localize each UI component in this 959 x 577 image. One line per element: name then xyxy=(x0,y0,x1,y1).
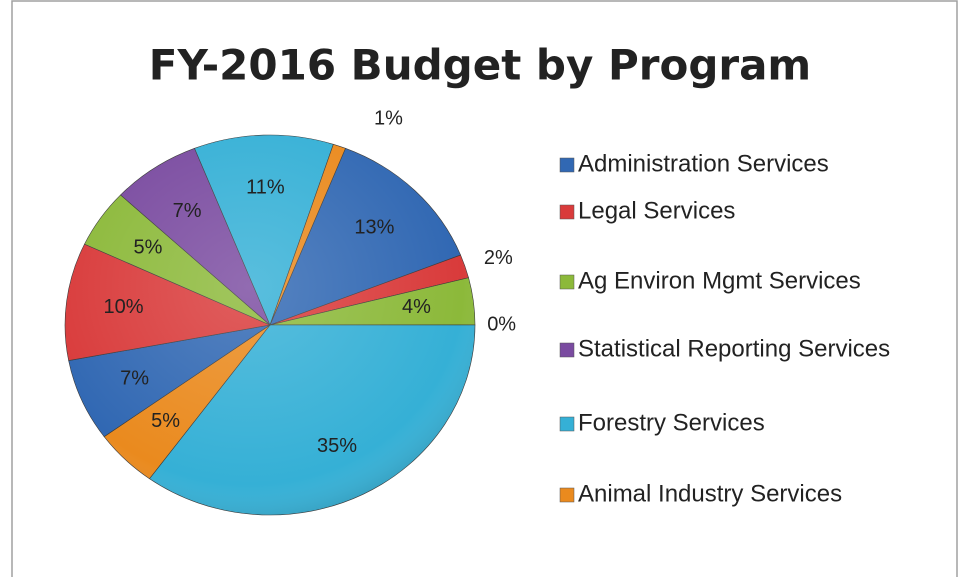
legend-swatch xyxy=(559,416,575,432)
legend-label: Animal Industry Services xyxy=(578,480,842,507)
value-label: 11% xyxy=(246,177,285,199)
value-label: 4% xyxy=(402,296,431,318)
legend-swatch xyxy=(559,274,575,290)
legend-label: Statistical Reporting Services xyxy=(578,335,890,362)
value-label: 1% xyxy=(374,107,403,129)
legend-swatch xyxy=(559,487,575,503)
legend-label: Ag Environ Mgmt Services xyxy=(578,267,861,294)
value-label: 7% xyxy=(120,368,149,390)
value-label: 5% xyxy=(133,236,162,258)
legend-swatch xyxy=(559,157,575,173)
value-label: 35% xyxy=(317,435,357,457)
legend-swatch xyxy=(559,342,575,358)
value-label: 0% xyxy=(487,313,516,335)
value-label: 10% xyxy=(104,296,144,318)
value-label: 7% xyxy=(173,200,202,222)
chart-title: FY-2016 Budget by Program xyxy=(149,41,811,90)
legend-label: Legal Services xyxy=(578,197,735,224)
legend: Administration Services Legal Services Ag … xyxy=(559,150,890,507)
legend-swatch xyxy=(559,204,575,220)
legend-label: Forestry Services xyxy=(578,409,765,436)
value-label: 2% xyxy=(484,247,513,269)
value-labels: 13%2%4%0%35%5%7%10%5%7%11%1% xyxy=(104,107,517,457)
value-label: 13% xyxy=(354,217,394,239)
value-label: 5% xyxy=(151,410,180,432)
legend-label: Administration Services xyxy=(578,150,829,177)
